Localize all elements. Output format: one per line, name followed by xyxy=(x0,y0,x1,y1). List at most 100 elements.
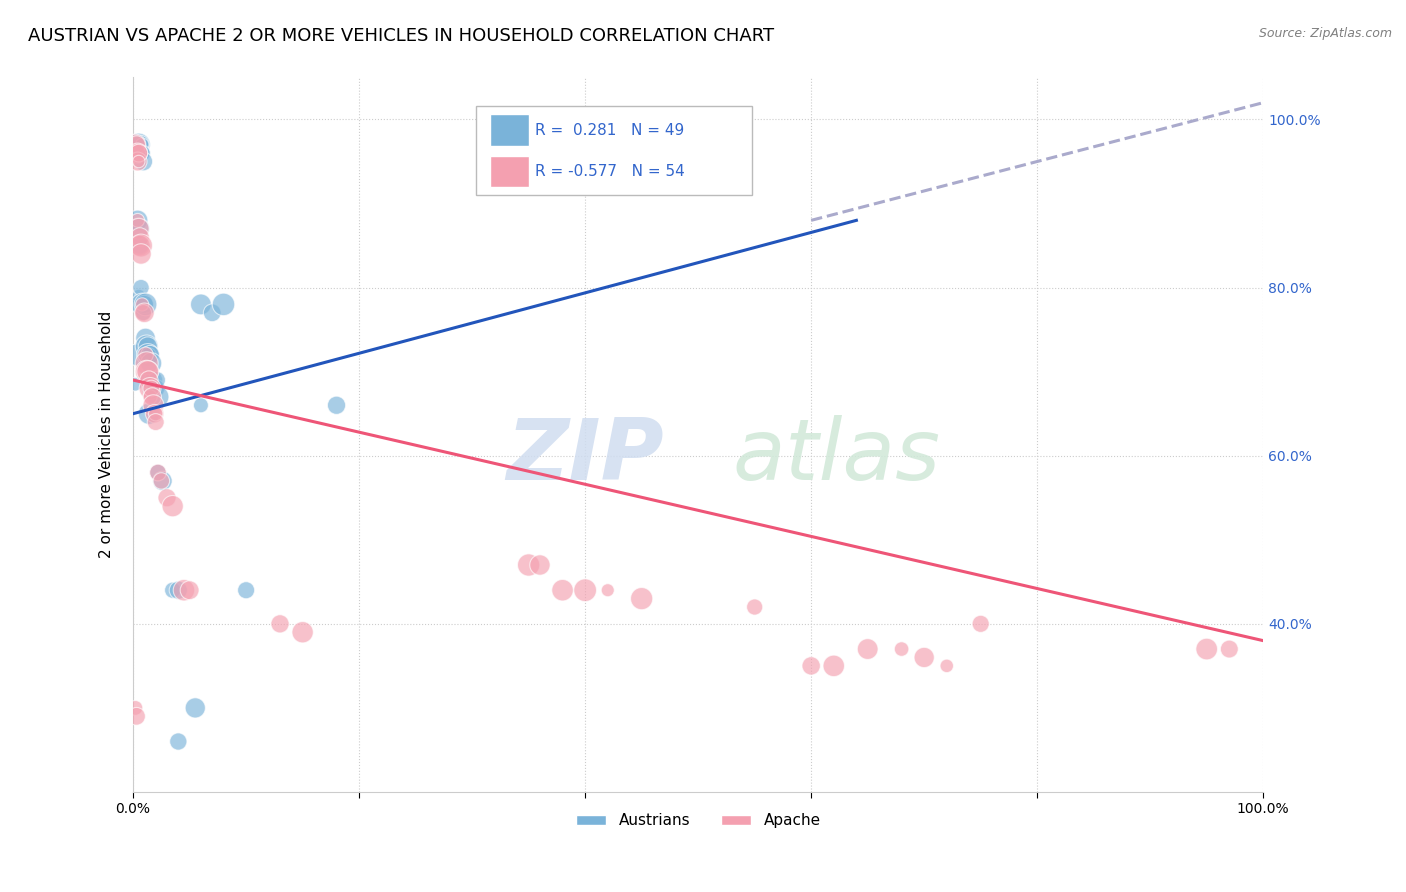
Point xyxy=(134,339,156,353)
Point xyxy=(136,348,159,362)
Text: atlas: atlas xyxy=(733,415,941,498)
Point xyxy=(125,146,148,161)
Point xyxy=(800,658,823,673)
Point xyxy=(184,701,207,715)
Point xyxy=(136,365,159,379)
Point xyxy=(134,306,156,320)
Point xyxy=(128,137,150,152)
Point xyxy=(135,339,157,353)
Point xyxy=(131,146,153,161)
Point xyxy=(134,297,156,311)
Point xyxy=(145,407,167,421)
Point xyxy=(129,280,152,294)
Point xyxy=(129,247,152,261)
Text: R =  0.281   N = 49: R = 0.281 N = 49 xyxy=(536,122,685,137)
Point xyxy=(150,474,173,488)
Point xyxy=(125,137,148,152)
FancyBboxPatch shape xyxy=(475,106,752,195)
Point xyxy=(135,348,157,362)
Point xyxy=(128,146,150,161)
Point xyxy=(131,297,153,311)
Point xyxy=(129,146,152,161)
Point xyxy=(135,297,157,311)
Point xyxy=(325,398,347,412)
Point xyxy=(630,591,652,606)
Point xyxy=(127,146,149,161)
FancyBboxPatch shape xyxy=(491,114,529,146)
Point xyxy=(125,146,148,161)
Point xyxy=(935,658,957,673)
Point xyxy=(127,146,149,161)
Point xyxy=(138,348,160,362)
Point xyxy=(139,373,162,387)
Point xyxy=(970,616,993,631)
Y-axis label: 2 or more Vehicles in Household: 2 or more Vehicles in Household xyxy=(100,311,114,558)
Point xyxy=(167,734,190,748)
Point xyxy=(141,373,163,387)
Text: AUSTRIAN VS APACHE 2 OR MORE VEHICLES IN HOUSEHOLD CORRELATION CHART: AUSTRIAN VS APACHE 2 OR MORE VEHICLES IN… xyxy=(28,27,775,45)
Point xyxy=(139,348,162,362)
Point xyxy=(128,221,150,235)
Point xyxy=(127,154,149,169)
Point xyxy=(1195,642,1218,657)
Text: R = -0.577   N = 54: R = -0.577 N = 54 xyxy=(536,164,685,178)
Point xyxy=(156,491,179,505)
Point xyxy=(179,583,201,598)
Point xyxy=(124,701,146,715)
Point xyxy=(135,348,157,362)
Point xyxy=(201,306,224,320)
Point xyxy=(132,306,155,320)
Point xyxy=(131,297,153,311)
Point xyxy=(135,365,157,379)
Point xyxy=(124,377,146,392)
Point xyxy=(136,339,159,353)
Point xyxy=(145,382,167,396)
Point xyxy=(141,382,163,396)
Point xyxy=(128,137,150,152)
Point xyxy=(152,474,174,488)
Point xyxy=(146,466,169,480)
Text: ZIP: ZIP xyxy=(506,415,664,498)
Point xyxy=(551,583,574,598)
Point xyxy=(146,373,169,387)
Point xyxy=(138,407,160,421)
Point xyxy=(128,238,150,252)
Point xyxy=(141,390,163,404)
Point xyxy=(139,390,162,404)
Point xyxy=(744,600,766,615)
Text: Source: ZipAtlas.com: Source: ZipAtlas.com xyxy=(1258,27,1392,40)
Point xyxy=(141,382,163,396)
Point xyxy=(129,238,152,252)
Point xyxy=(291,625,314,640)
Point xyxy=(128,221,150,235)
Point xyxy=(128,238,150,252)
Point xyxy=(190,297,212,311)
Point xyxy=(162,583,184,598)
Point xyxy=(124,137,146,152)
Point xyxy=(529,558,551,572)
Point xyxy=(139,382,162,396)
Point xyxy=(173,583,195,598)
Point xyxy=(131,137,153,152)
Point xyxy=(135,356,157,370)
Point xyxy=(596,583,619,598)
Point xyxy=(890,642,912,657)
Point xyxy=(135,331,157,345)
FancyBboxPatch shape xyxy=(491,155,529,187)
Point xyxy=(146,466,169,480)
Point xyxy=(125,709,148,723)
Point xyxy=(856,642,879,657)
Point xyxy=(127,213,149,227)
Point xyxy=(127,213,149,227)
Point xyxy=(912,650,935,665)
Point xyxy=(141,356,163,370)
Point xyxy=(142,398,165,412)
Point xyxy=(167,583,190,598)
Point xyxy=(1218,642,1240,657)
Point xyxy=(823,658,845,673)
Point xyxy=(212,297,235,311)
Point xyxy=(235,583,257,598)
Point xyxy=(128,230,150,244)
Point xyxy=(269,616,291,631)
Point xyxy=(143,407,166,421)
